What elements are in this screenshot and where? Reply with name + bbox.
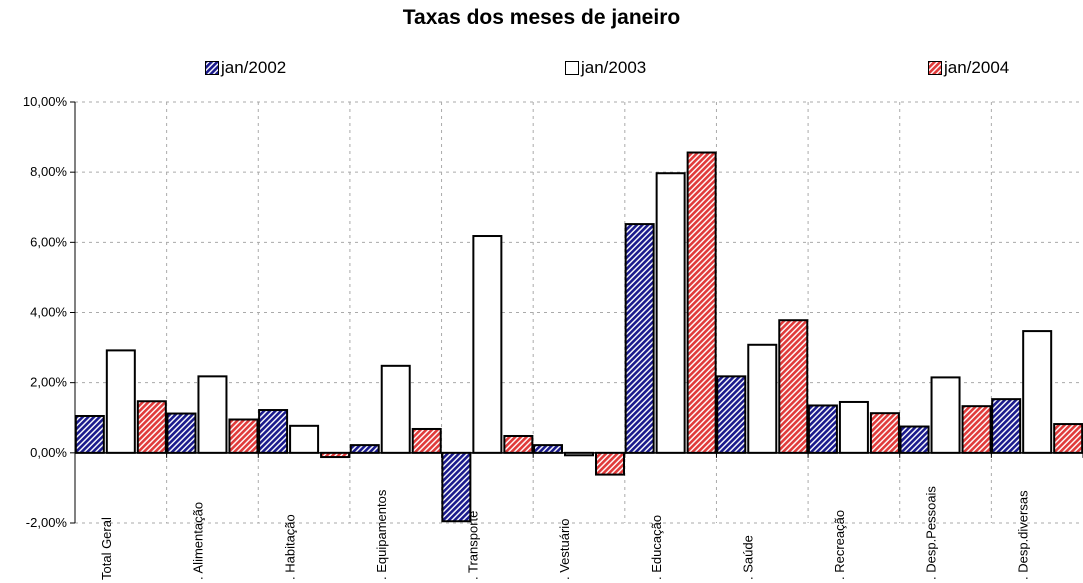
bar-jan-2004-0: [136, 400, 167, 454]
bar-jan-2002-2: [258, 409, 289, 454]
bar-jan-2002-4: [441, 451, 472, 523]
x-category-label: . Desp.Pessoais: [924, 486, 939, 580]
legend-item-jan-2003: jan/2003: [565, 58, 646, 78]
y-tick-label: 4,00%: [30, 305, 67, 320]
x-category-label: . Habitação: [282, 514, 297, 580]
legend-label-jan-2003: jan/2003: [581, 58, 647, 77]
x-category-label: . Saúde: [740, 535, 755, 580]
bar-jan-2003-1: [197, 375, 228, 454]
bar-jan-2003-3: [380, 364, 411, 454]
bar-jan-2003-8: [838, 400, 869, 454]
bar-jan-2003-10: [1022, 330, 1053, 454]
bar-jan-2004-4: [503, 434, 534, 454]
y-tick-label: 2,00%: [30, 375, 67, 390]
bar-jan-2004-9: [961, 405, 992, 454]
bar-jan-2002-10: [991, 398, 1022, 454]
bar-jan-2003-5: [564, 451, 594, 457]
chart-title: Taxas dos meses de janeiro: [402, 6, 681, 29]
x-category-label: . Equipamentos: [374, 489, 389, 580]
y-tick-label: -2,00%: [26, 515, 68, 530]
bar-jan-2004-7: [778, 319, 809, 454]
bar-jan-2002-1: [166, 412, 197, 454]
x-category-label: . Recreação: [832, 510, 847, 580]
bar-jan-2003-2: [289, 424, 320, 454]
x-category-label: . Vestuário: [557, 519, 572, 580]
x-category-label: . Transporte: [466, 511, 481, 580]
bar-layer: [74, 151, 1083, 523]
bar-jan-2004-1: [228, 418, 259, 454]
y-tick-label: 0,00%: [30, 445, 67, 460]
bar-jan-2004-3: [411, 427, 442, 454]
bar-jan-2004-5: [595, 451, 625, 476]
y-tick-label: 8,00%: [30, 164, 67, 179]
bar-jan-2003-0: [105, 349, 136, 454]
legend-label-jan-2002: jan/2002: [221, 58, 287, 77]
legend-item-jan-2002: jan/2002: [205, 58, 286, 78]
bar-jan-2002-3: [349, 444, 380, 454]
bar-jan-2003-9: [930, 376, 961, 454]
y-tick-label: 6,00%: [30, 234, 67, 249]
x-category-label: Total Geral: [99, 517, 114, 580]
legend-swatch-jan-2002: [205, 61, 219, 75]
legend-swatch-jan-2003: [565, 61, 579, 75]
y-tick-label: 10,00%: [23, 94, 68, 109]
bar-jan-2003-6: [655, 172, 686, 454]
bar-jan-2002-7: [716, 375, 747, 454]
bar-jan-2002-0: [74, 414, 105, 454]
grid-layer: [75, 101, 1083, 524]
bar-jan-2002-6: [624, 223, 655, 454]
bar-jan-2002-9: [899, 425, 930, 454]
bar-jan-2004-10: [1053, 423, 1083, 454]
bar-jan-2004-8: [869, 412, 900, 454]
legend-label-jan-2004: jan/2004: [944, 58, 1010, 77]
x-category-label: . Alimentação: [191, 502, 206, 580]
x-category-label: . Educação: [649, 515, 664, 580]
label-layer: -2,00% 0,00% 2,00% 4,00% 6,00% 8,00% 10,00% Tot…: [23, 94, 1030, 580]
legend-swatch-jan-2004: [928, 61, 942, 75]
bar-jan-2003-7: [747, 343, 778, 454]
bar-jan-2002-5: [533, 444, 563, 454]
bar-jan-2002-8: [807, 404, 838, 454]
x-category-label: . Desp.diversas: [1015, 490, 1030, 580]
legend-item-jan-2004: jan/2004: [928, 58, 1009, 78]
bar-jan-2003-4: [472, 235, 503, 454]
bar-jan-2004-2: [320, 451, 351, 459]
bar-jan-2004-6: [686, 151, 717, 454]
